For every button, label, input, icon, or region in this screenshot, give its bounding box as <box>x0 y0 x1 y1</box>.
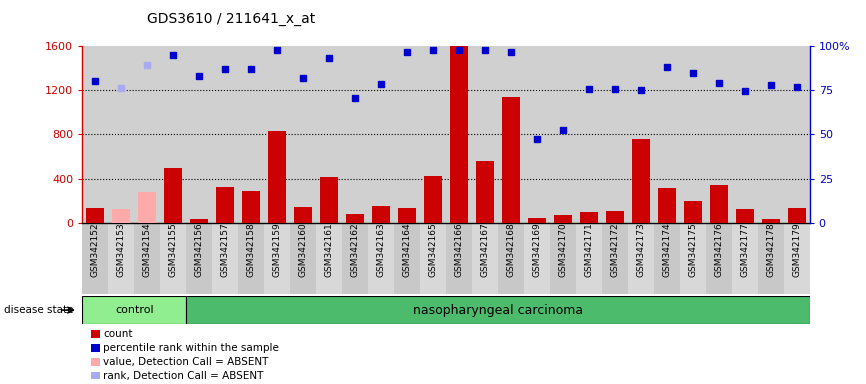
Bar <box>788 209 805 223</box>
Bar <box>212 223 238 294</box>
Text: GSM342175: GSM342175 <box>688 223 697 278</box>
Bar <box>628 223 654 294</box>
Bar <box>108 223 134 294</box>
Bar <box>710 185 727 223</box>
Text: GDS3610 / 211641_x_at: GDS3610 / 211641_x_at <box>147 12 315 25</box>
Bar <box>762 219 779 223</box>
Text: GSM342163: GSM342163 <box>377 223 385 278</box>
Text: percentile rank within the sample: percentile rank within the sample <box>103 343 279 353</box>
Bar <box>498 223 524 294</box>
Bar <box>86 209 104 223</box>
Text: GSM342171: GSM342171 <box>585 223 593 278</box>
Bar <box>450 46 468 223</box>
Bar <box>216 187 234 223</box>
Bar <box>398 209 416 223</box>
Bar <box>602 223 628 294</box>
Bar <box>82 223 108 294</box>
Text: GSM342176: GSM342176 <box>714 223 723 278</box>
Text: GSM342162: GSM342162 <box>351 223 359 277</box>
Bar <box>190 219 208 223</box>
Bar <box>420 223 446 294</box>
Bar <box>290 223 316 294</box>
Bar <box>238 223 264 294</box>
Bar <box>684 200 701 223</box>
Bar <box>472 223 498 294</box>
Bar <box>631 139 650 223</box>
Bar <box>580 212 598 223</box>
Bar <box>706 223 732 294</box>
Bar <box>654 223 680 294</box>
Text: GSM342165: GSM342165 <box>429 223 437 278</box>
Text: GSM342152: GSM342152 <box>91 223 100 277</box>
Text: GSM342169: GSM342169 <box>533 223 541 278</box>
Text: GSM342160: GSM342160 <box>299 223 307 278</box>
Bar <box>554 215 572 223</box>
Bar <box>476 161 494 223</box>
Bar <box>424 176 442 223</box>
Text: GSM342153: GSM342153 <box>117 223 126 278</box>
Bar <box>372 206 390 223</box>
Bar <box>186 223 212 294</box>
Bar <box>320 177 338 223</box>
Bar <box>134 223 160 294</box>
Bar <box>394 223 420 294</box>
Text: GSM342174: GSM342174 <box>662 223 671 277</box>
Text: GSM342158: GSM342158 <box>247 223 255 278</box>
Text: GSM342179: GSM342179 <box>792 223 801 278</box>
Text: GSM342178: GSM342178 <box>766 223 775 278</box>
Bar <box>316 223 342 294</box>
Text: GSM342155: GSM342155 <box>169 223 178 278</box>
Text: rank, Detection Call = ABSENT: rank, Detection Call = ABSENT <box>103 371 263 381</box>
Bar <box>346 214 364 223</box>
Bar <box>242 191 260 223</box>
Bar <box>528 218 546 223</box>
Bar <box>524 223 550 294</box>
Text: GSM342156: GSM342156 <box>195 223 204 278</box>
Bar <box>732 223 758 294</box>
Text: nasopharyngeal carcinoma: nasopharyngeal carcinoma <box>413 304 583 316</box>
Bar <box>446 223 472 294</box>
Text: control: control <box>115 305 153 315</box>
Bar <box>368 223 394 294</box>
Bar <box>164 167 182 223</box>
Text: GSM342167: GSM342167 <box>481 223 489 278</box>
Bar <box>160 223 186 294</box>
Text: GSM342164: GSM342164 <box>403 223 411 277</box>
Text: GSM342173: GSM342173 <box>637 223 645 278</box>
Bar <box>576 223 602 294</box>
Text: GSM342172: GSM342172 <box>611 223 619 277</box>
Text: value, Detection Call = ABSENT: value, Detection Call = ABSENT <box>103 357 268 367</box>
Bar <box>112 210 130 223</box>
Text: GSM342170: GSM342170 <box>559 223 567 278</box>
Bar <box>138 192 156 223</box>
Bar <box>264 223 290 294</box>
Text: count: count <box>103 329 132 339</box>
Bar <box>550 223 576 294</box>
Text: GSM342177: GSM342177 <box>740 223 749 278</box>
Text: GSM342157: GSM342157 <box>221 223 229 278</box>
Bar <box>186 296 810 324</box>
Bar <box>758 223 784 294</box>
Bar <box>294 207 312 223</box>
Text: GSM342159: GSM342159 <box>273 223 281 278</box>
Text: GSM342168: GSM342168 <box>507 223 515 278</box>
Bar <box>342 223 368 294</box>
Bar <box>502 97 520 223</box>
Text: GSM342154: GSM342154 <box>143 223 152 277</box>
Bar <box>658 189 675 223</box>
Text: GSM342166: GSM342166 <box>455 223 463 278</box>
Bar <box>680 223 706 294</box>
Text: disease state: disease state <box>4 305 74 315</box>
Text: GSM342161: GSM342161 <box>325 223 333 278</box>
Bar <box>268 131 286 223</box>
Bar <box>82 296 186 324</box>
Bar <box>735 210 753 223</box>
Bar <box>605 210 624 223</box>
Bar <box>784 223 810 294</box>
